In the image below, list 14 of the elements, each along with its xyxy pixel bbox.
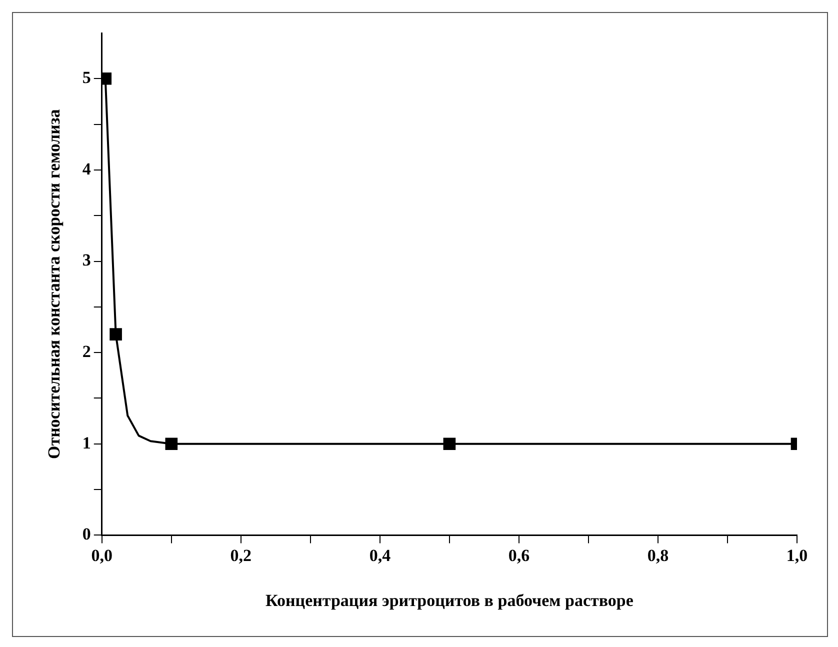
y-tick-label: 1: [82, 433, 91, 452]
x-tick-label: 0,2: [230, 546, 252, 565]
y-tick-label: 5: [82, 68, 91, 88]
y-tick-label: 2: [82, 342, 91, 361]
x-axis-title: Концентрация эритроцитов в рабочем растворе: [266, 591, 634, 610]
x-tick-label: 0,0: [91, 546, 113, 565]
y-tick-label: 0: [82, 524, 91, 544]
x-tick-label: 0,6: [508, 546, 530, 565]
y-tick-label: 4: [82, 159, 92, 178]
x-tick-label: 0,8: [647, 546, 669, 565]
y-tick-label: 3: [82, 250, 91, 270]
x-tick-label: 0,4: [369, 546, 392, 565]
x-tick-label: 1,0: [786, 546, 808, 565]
y-axis-title: Относительная константа скорости гемолиза: [44, 108, 64, 459]
